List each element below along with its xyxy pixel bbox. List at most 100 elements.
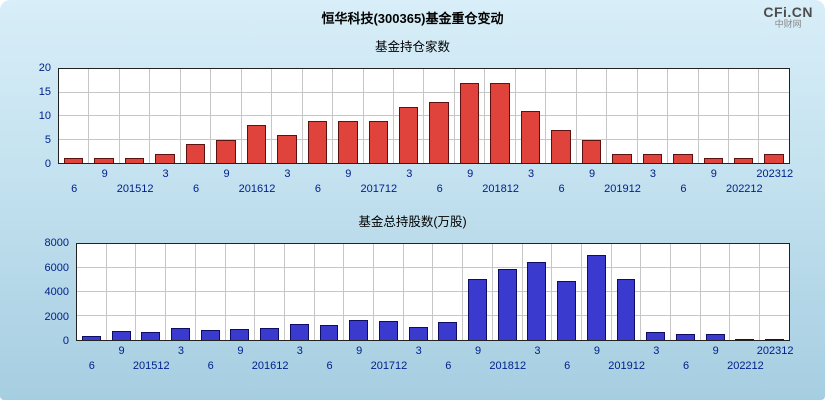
bar [230, 329, 250, 340]
bar-cell [671, 244, 701, 340]
bar-cell [523, 244, 553, 340]
bar-cell [730, 244, 761, 340]
bar-cell [364, 69, 394, 163]
x-axis-row-upper: 9 3 9 3 9 3 9 3 9 3 9 202312 [59, 168, 794, 181]
x-tick-label: 6 [326, 360, 333, 372]
bar-cell [59, 69, 90, 163]
bar-cell [107, 244, 137, 340]
bar-cell [582, 244, 612, 340]
x-tick-label: 9 [345, 168, 352, 180]
bar-cell [285, 244, 315, 340]
total-shares-chart: 0 2000 4000 6000 8000 9 3 9 3 9 3 9 3 9 3 9 202312 6 201… [0, 237, 794, 379]
x-tick-label: 9 [101, 168, 108, 180]
y-tick-label: 15 [38, 86, 51, 98]
y-tick-label: 0 [62, 335, 69, 347]
x-tick-label: 9 [475, 345, 482, 357]
x-tick-label: 202212 [725, 183, 763, 195]
bar [735, 339, 755, 340]
bar [319, 325, 339, 340]
bar-cell [120, 69, 151, 163]
bar-cell [463, 244, 493, 340]
x-tick-label: 6 [445, 360, 452, 372]
x-tick-label: 3 [162, 168, 169, 180]
x-tick-label: 9 [356, 345, 363, 357]
bar [289, 323, 309, 340]
y-axis: 0 2000 4000 6000 8000 [0, 237, 76, 347]
x-tick-label: 9 [588, 168, 596, 180]
bar [200, 330, 220, 340]
chart-title-total-shares: 基金总持股数(万股) [358, 215, 467, 229]
bar-cell [641, 244, 672, 340]
bar-cell [668, 69, 699, 163]
bar [277, 134, 297, 163]
bar-cell [433, 244, 464, 340]
bar-cell [516, 69, 547, 163]
bar [490, 83, 510, 163]
x-tick-label: 9 [712, 345, 719, 357]
cfi-logo-brand: CFi.CN [763, 4, 813, 20]
x-tick-label: 3 [296, 345, 303, 357]
bar-cell [493, 244, 523, 340]
bar-cell [759, 69, 788, 163]
x-tick-label: 202312 [756, 168, 794, 180]
bar [307, 120, 328, 163]
y-tick-label: 6000 [44, 261, 69, 274]
bar [764, 153, 784, 163]
x-tick-label: 3 [528, 168, 535, 180]
bar [398, 106, 419, 163]
bar-cell [699, 69, 729, 163]
x-tick-label: 6 [193, 183, 200, 195]
h-gridline [59, 91, 789, 93]
x-tick-label: 3 [177, 345, 185, 357]
bar-cell [242, 69, 273, 163]
x-tick-label: 3 [284, 168, 291, 180]
bar [246, 125, 267, 163]
bar [429, 101, 449, 163]
bar-cell [272, 69, 303, 163]
x-tick-label: 9 [237, 345, 244, 357]
x-tick-label: 201812 [489, 360, 527, 372]
y-tick-label: 0 [44, 158, 51, 170]
bar-cell [424, 69, 455, 163]
x-tick-label: 201612 [251, 360, 289, 372]
bar-cell [485, 69, 516, 163]
bar-cell [181, 69, 212, 163]
x-tick-label: 201512 [116, 183, 154, 195]
bar-cell [315, 244, 345, 340]
x-tick-label: 6 [558, 183, 565, 195]
page-title: 恒华科技(300365)基金重仓变动 [321, 11, 504, 26]
bar [216, 139, 236, 163]
bar [733, 158, 754, 163]
y-tick-label: 20 [38, 62, 51, 74]
bar-cell [255, 244, 285, 340]
bar-cell [196, 244, 226, 340]
x-tick-label: 201912 [604, 183, 641, 195]
bar [765, 339, 784, 340]
x-axis-row-lower: 6 201512 6 201612 6 201712 6 201812 6 201912 6 2022… [59, 183, 790, 196]
bar [705, 334, 725, 340]
bar-cell [166, 244, 196, 340]
bar [141, 332, 161, 340]
bar [673, 153, 693, 163]
x-tick-label: 9 [118, 345, 125, 357]
fund-count-chart: 0 5 10 15 20 9 3 9 3 9 3 9 3 9 3 9 202312 6 201512 6 20161… [0, 62, 794, 202]
x-tick-label: 6 [71, 183, 78, 195]
y-axis: 0 5 10 15 20 [0, 62, 58, 170]
y-tick-label: 4000 [44, 286, 69, 298]
bar [527, 262, 547, 340]
bar-cell [760, 244, 789, 340]
x-tick-label: 3 [649, 168, 656, 180]
bar-cell [612, 244, 642, 340]
bar [170, 328, 190, 340]
x-tick-label: 6 [682, 360, 690, 372]
bar-cell [607, 69, 638, 163]
y-tick-label: 5 [44, 134, 51, 146]
bar [81, 335, 101, 340]
bar [368, 120, 388, 163]
x-tick-label: 201712 [360, 183, 398, 195]
bar [675, 334, 695, 340]
bar [408, 326, 428, 340]
bar-cell [638, 69, 669, 163]
bar [612, 153, 632, 163]
bar [520, 111, 541, 163]
